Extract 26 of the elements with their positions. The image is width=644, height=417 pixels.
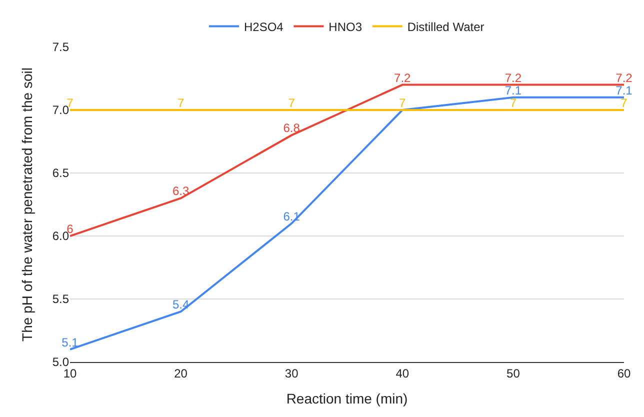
x-tick-label: 60 [617, 366, 631, 380]
y-tick-label: 7.0 [52, 103, 70, 118]
y-axis-title: The pH of the water penetrated from the soil [19, 68, 35, 342]
data-label: 7 [510, 96, 517, 110]
data-label: 7 [288, 96, 296, 110]
x-tick-label: 40 [396, 366, 410, 380]
data-label: 7.2 [394, 70, 412, 85]
y-tick-label: 7.5 [52, 40, 70, 54]
x-tick-label: 20 [174, 366, 188, 380]
y-tick-label: 5.5 [52, 292, 70, 306]
x-axis-title: Reaction time (min) [286, 390, 408, 407]
data-label: 6.8 [283, 121, 300, 136]
legend-label: HNO3 [328, 20, 362, 34]
data-label: 7 [177, 96, 184, 110]
data-label: 7 [620, 96, 628, 110]
x-tick-label: 30 [284, 366, 299, 380]
y-tick-label: 6.5 [52, 166, 70, 180]
x-tick-label: 50 [506, 366, 520, 380]
data-label: 7.1 [616, 83, 633, 98]
data-label: 7.2 [616, 70, 633, 85]
data-label: 7.1 [504, 83, 522, 98]
data-label: 7 [399, 96, 406, 110]
data-label: 7.2 [504, 70, 522, 85]
legend-label: H2SO4 [244, 20, 284, 34]
legend-label: Distilled Water [407, 20, 484, 34]
data-label: 5.1 [62, 335, 79, 350]
